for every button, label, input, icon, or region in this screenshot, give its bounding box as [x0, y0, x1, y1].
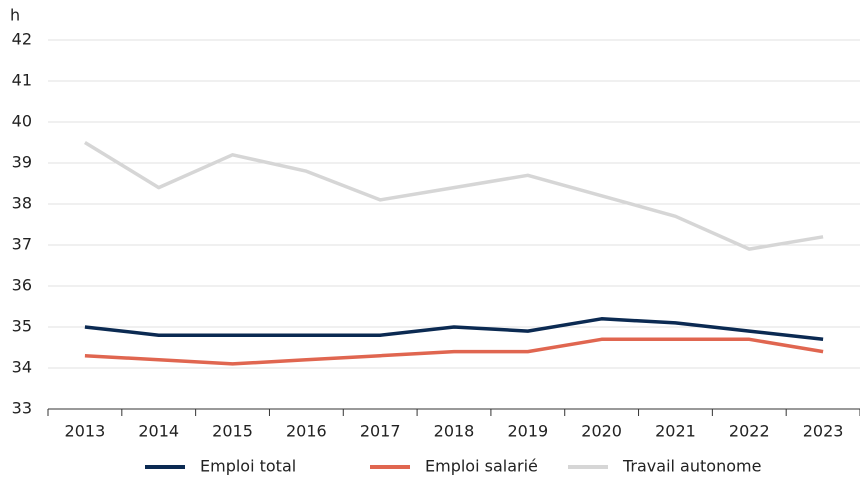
x-tick-label: 2013 — [65, 422, 106, 441]
x-tick-label: 2022 — [729, 422, 770, 441]
y-tick-label: 39 — [12, 153, 32, 172]
line — [84, 337, 824, 366]
y-axis-label: h — [10, 6, 20, 25]
legend-label: Emploi total — [200, 457, 296, 476]
x-tick-label: 2021 — [655, 422, 696, 441]
x-tick-label: 2020 — [581, 422, 622, 441]
legend-label: Emploi salarié — [425, 457, 538, 476]
x-tick-label: 2017 — [360, 422, 401, 441]
y-tick-label: 42 — [12, 30, 32, 49]
x-tick-label: 2023 — [803, 422, 844, 441]
y-tick-label: 41 — [12, 71, 32, 90]
y-tick-label: 37 — [12, 235, 32, 254]
x-tick-label: 2016 — [286, 422, 327, 441]
y-tick-label: 34 — [12, 358, 32, 377]
y-tick-label: 33 — [12, 399, 32, 418]
y-tick-label: 38 — [12, 194, 32, 213]
y-tick-label: 40 — [12, 112, 32, 131]
x-tick-label: 2015 — [212, 422, 253, 441]
x-tick-label: 2018 — [434, 422, 475, 441]
y-tick-label: 36 — [12, 276, 32, 295]
x-tick-label: 2019 — [507, 422, 548, 441]
line — [84, 317, 824, 342]
x-tick-label: 2014 — [138, 422, 179, 441]
y-tick-label: 35 — [12, 317, 32, 336]
legend-label: Travail autonome — [622, 457, 761, 476]
line — [83, 141, 824, 251]
